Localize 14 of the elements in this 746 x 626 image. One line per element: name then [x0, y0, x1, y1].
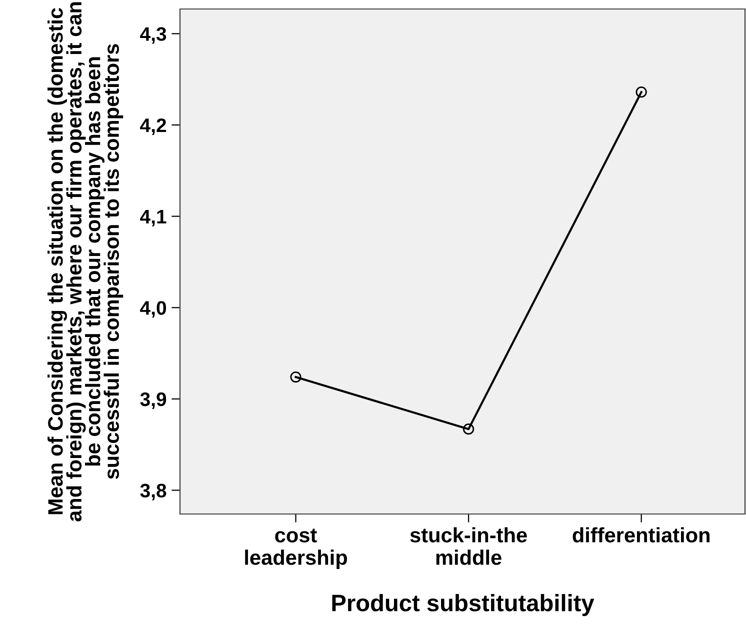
y-tick-label: 3,9: [140, 392, 166, 409]
y-tick-label: 4,3: [140, 27, 166, 44]
x-tick-label: differentiation: [572, 527, 710, 542]
point: [462, 424, 474, 435]
x-tick-label: stuck-in-the middle: [410, 527, 527, 565]
y-tick-label: 4,2: [140, 118, 166, 136]
x-axis-title: Product substitutability: [332, 594, 594, 616]
x-tick-label: cost leadership: [245, 528, 348, 570]
point: [636, 86, 647, 98]
point: [290, 371, 302, 383]
y-axis-title: Mean of Considering the situation on the (domestic and foreign) markets, where our firm operates, it can be concluded that our company has been successful in comparison to its competitors: [48, 2, 124, 522]
y-tick-label: 4,0: [140, 301, 166, 318]
y-tick-label: 4,1: [140, 210, 166, 226]
y-tick-label: 3,8: [140, 484, 166, 500]
